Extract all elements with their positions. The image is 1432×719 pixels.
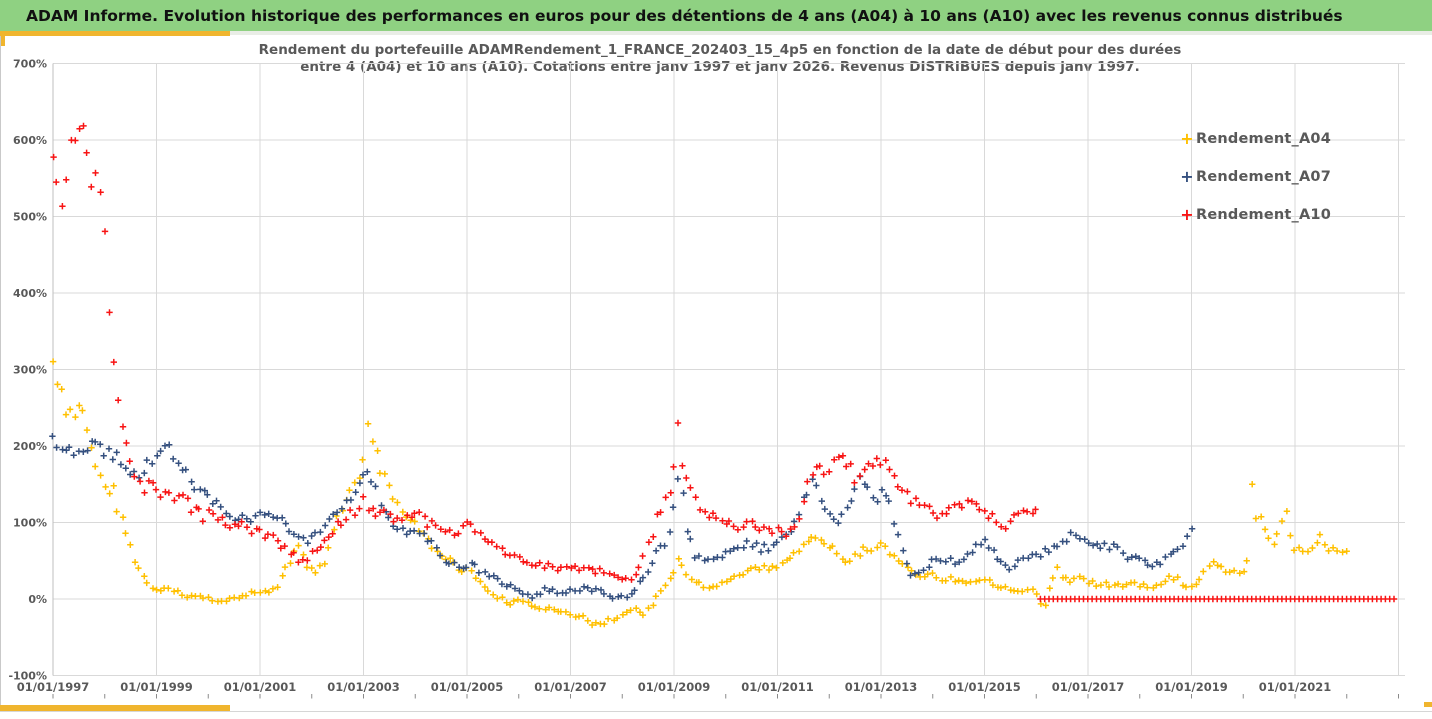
svg-text:01/01/1999: 01/01/1999 xyxy=(120,680,192,694)
left-border-rule xyxy=(0,36,1,706)
svg-text:01/01/2015: 01/01/2015 xyxy=(948,680,1020,694)
svg-text:600%: 600% xyxy=(13,134,47,147)
legend-entry-a07: + Rendement_A07 xyxy=(1178,158,1331,196)
bottom-accent-bar xyxy=(0,705,230,711)
svg-text:01/01/2001: 01/01/2001 xyxy=(224,680,296,694)
svg-text:200%: 200% xyxy=(13,440,47,453)
bottom-right-accent-mark xyxy=(1424,702,1432,707)
legend-label-a04: Rendement_A04 xyxy=(1196,131,1331,147)
plus-marker-icon: + xyxy=(1180,205,1194,224)
svg-text:01/01/2005: 01/01/2005 xyxy=(431,680,503,694)
svg-text:01/01/2021: 01/01/2021 xyxy=(1259,680,1331,694)
svg-text:0%: 0% xyxy=(28,593,47,606)
svg-text:500%: 500% xyxy=(13,211,47,224)
legend-entry-a04: + Rendement_A04 xyxy=(1178,120,1331,158)
svg-text:700%: 700% xyxy=(13,58,47,71)
plus-marker-icon: + xyxy=(1180,167,1194,186)
y-axis-tick-labels: 700% 600% 500% 400% 300% 200% 100% 0% -100% xyxy=(8,58,47,683)
series-Rendement_A04 xyxy=(49,358,1350,629)
accent-pale-strip xyxy=(230,31,1432,35)
accent-corner-mark xyxy=(0,33,5,46)
svg-text:100%: 100% xyxy=(13,517,47,530)
series-Rendement_A07 xyxy=(49,433,1196,602)
svg-text:-100%: -100% xyxy=(8,670,47,683)
svg-text:01/01/1997: 01/01/1997 xyxy=(17,680,89,694)
svg-text:01/01/2007: 01/01/2007 xyxy=(534,680,606,694)
svg-text:01/01/2017: 01/01/2017 xyxy=(1052,680,1124,694)
svg-text:01/01/2011: 01/01/2011 xyxy=(741,680,813,694)
series-Rendement_A10 xyxy=(50,122,1398,603)
report-header-title: ADAM Informe. Evolution historique des p… xyxy=(26,6,1343,25)
report-header-bar: ADAM Informe. Evolution historique des p… xyxy=(0,0,1432,31)
header-accent-strip xyxy=(0,31,1432,36)
x-axis-tick-labels: 01/01/1997 01/01/1999 01/01/2001 01/01/2003… xyxy=(17,680,1331,694)
legend-label-a07: Rendement_A07 xyxy=(1196,169,1331,185)
legend-entry-a10: + Rendement_A10 xyxy=(1178,196,1331,234)
legend-label-a10: Rendement_A10 xyxy=(1196,207,1331,223)
svg-text:400%: 400% xyxy=(13,287,47,300)
svg-text:01/01/2013: 01/01/2013 xyxy=(845,680,917,694)
svg-text:01/01/2019: 01/01/2019 xyxy=(1155,680,1227,694)
accent-gold-strip xyxy=(0,31,230,36)
chart-title-line1: Rendement du portefeuille ADAMRendement_… xyxy=(258,42,1182,58)
chart-legend: + Rendement_A04 + Rendement_A07 + Rendem… xyxy=(1178,120,1331,234)
plus-marker-icon: + xyxy=(1180,129,1194,148)
svg-text:01/01/2009: 01/01/2009 xyxy=(638,680,710,694)
svg-text:01/01/2003: 01/01/2003 xyxy=(327,680,399,694)
x-axis-minor-ticks xyxy=(52,694,1399,699)
gridlines xyxy=(53,63,1405,676)
bottom-border-rule xyxy=(0,711,1432,712)
svg-text:300%: 300% xyxy=(13,364,47,377)
